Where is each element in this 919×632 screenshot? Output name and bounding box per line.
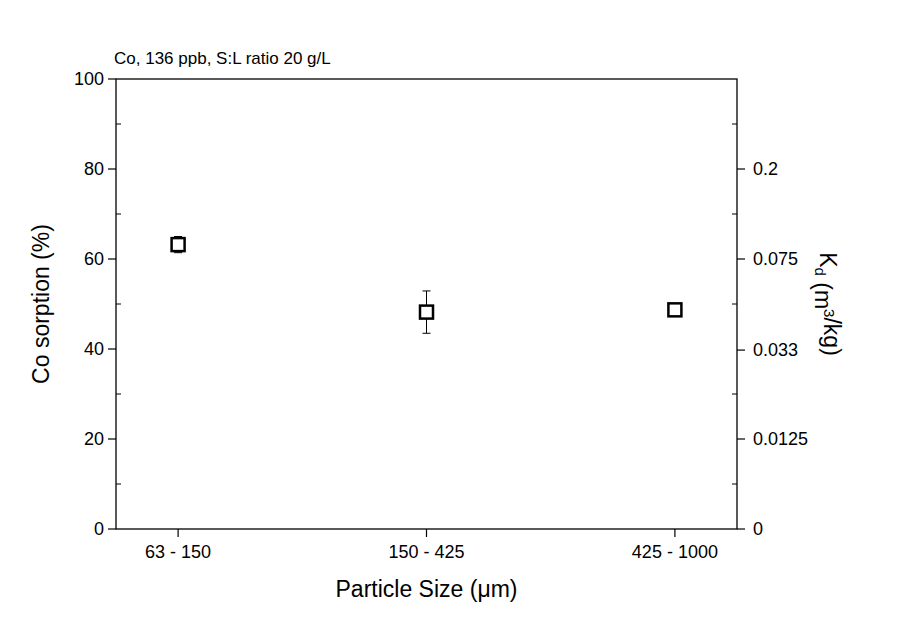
x-tick	[178, 529, 179, 537]
y-minor-tick	[116, 394, 121, 395]
y2-tick	[737, 438, 745, 439]
label-part: /kg)	[819, 317, 845, 355]
y-tick	[108, 348, 116, 349]
y-tick-label: 100	[74, 69, 104, 89]
x-tick	[674, 529, 675, 537]
y-tick-label: 80	[84, 159, 104, 179]
point	[668, 303, 681, 316]
y2-minor-tick	[732, 484, 737, 485]
y2-tick	[737, 258, 745, 259]
y2-tick	[737, 168, 745, 169]
y2-tick	[737, 349, 745, 350]
point	[172, 238, 185, 251]
y-minor-tick	[116, 484, 121, 485]
label-part: (m	[810, 276, 836, 309]
y2-tick-label: 0	[753, 519, 763, 539]
y2-tick-label: 0.075	[753, 249, 798, 269]
y2-minor-tick	[732, 394, 737, 395]
y-tick	[108, 78, 116, 79]
y-minor-tick	[116, 214, 121, 215]
y2-minor-tick	[732, 214, 737, 215]
label-part: 3	[821, 309, 838, 317]
y2-tick-label: 0.2	[753, 159, 778, 179]
y-tick	[108, 528, 116, 529]
x-tick-label: 150 - 425	[388, 542, 464, 562]
x-axis-label: Particle Size (μm)	[336, 576, 518, 602]
y2-tick-label: 0.033	[753, 340, 798, 360]
y-tick-label: 60	[84, 249, 104, 269]
y-tick-label: 0	[94, 519, 104, 539]
y-axis-label: Co sorption (%)	[28, 224, 54, 384]
y2-minor-tick	[732, 124, 737, 125]
y-tick-label: 20	[84, 429, 104, 449]
x-tick	[426, 529, 427, 537]
y2-minor-tick	[732, 304, 737, 305]
y-tick	[108, 438, 116, 439]
label-part: d	[812, 268, 829, 276]
data-marks	[172, 237, 682, 334]
y2-tick	[737, 528, 745, 529]
y-tick	[108, 168, 116, 169]
y-tick	[108, 258, 116, 259]
y2-axis-label: Kd (m3/kg)	[810, 252, 845, 356]
point	[420, 306, 433, 319]
plot-frame	[116, 79, 737, 529]
y-minor-tick	[116, 304, 121, 305]
x-tick-label: 425 - 1000	[632, 542, 718, 562]
y-minor-tick	[116, 124, 121, 125]
y-tick-label: 40	[84, 339, 104, 359]
title: Co, 136 ppb, S:L ratio 20 g/L	[114, 49, 331, 68]
chart: 0 20 40 60 80 100 0 0.0125 0.033 0.075 0.2 63 - 150…	[0, 0, 919, 632]
label-part: K	[815, 252, 841, 268]
y2-tick-label: 0.0125	[753, 429, 808, 449]
x-tick-label: 63 - 150	[145, 542, 211, 562]
